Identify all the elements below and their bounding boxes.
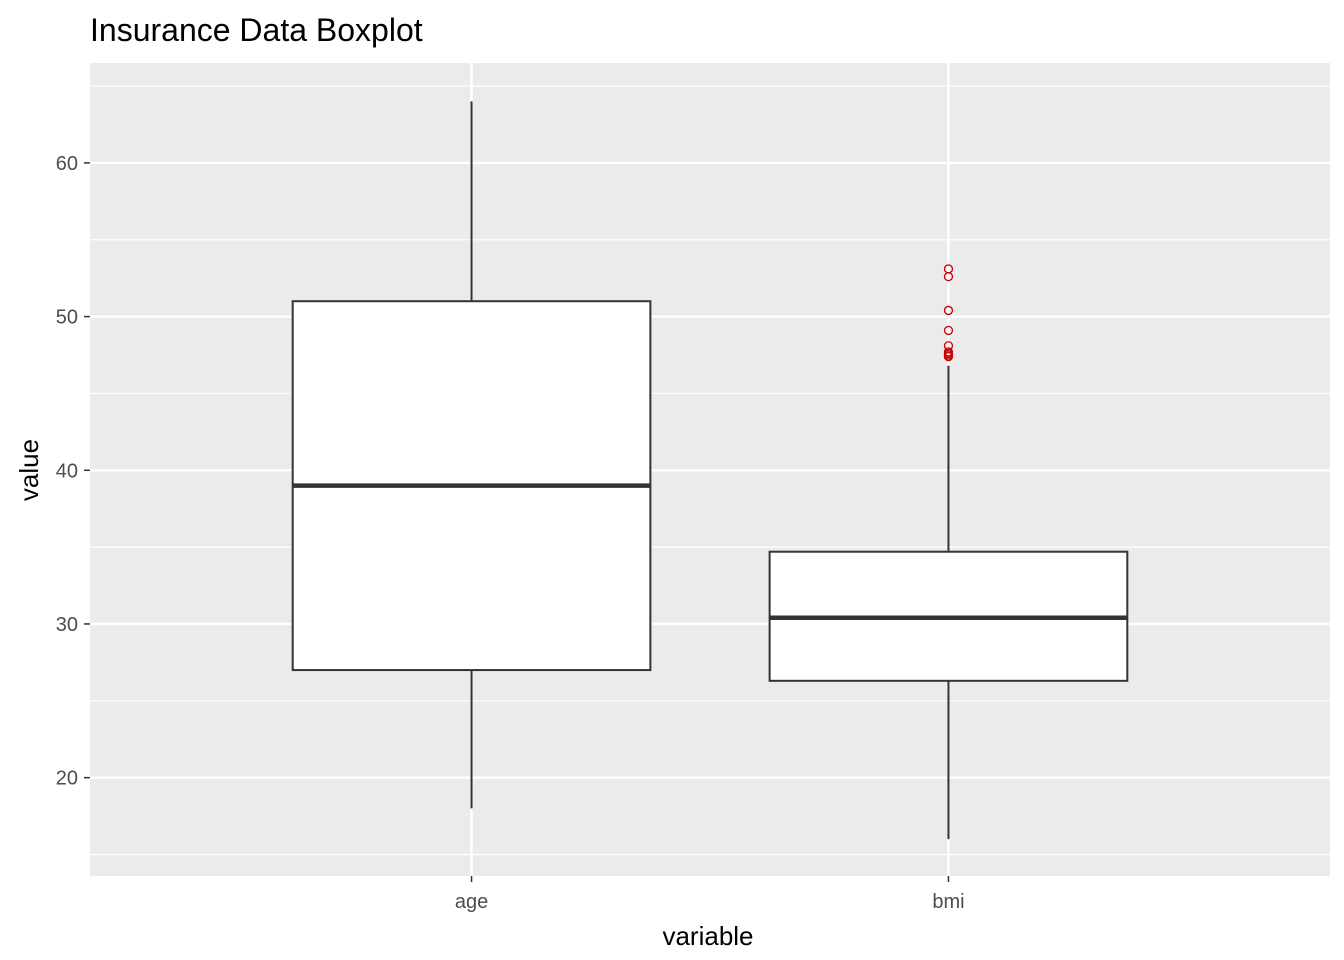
x-axis-ticks: age bmi <box>455 876 965 913</box>
boxes <box>291 101 1129 840</box>
y-tick-label: 50 <box>56 307 78 329</box>
y-tick-label: 20 <box>56 768 78 790</box>
y-tick-label: 40 <box>56 460 78 482</box>
outlier-point <box>943 341 954 351</box>
y-tick-label: 30 <box>56 614 78 636</box>
y-axis-title: value <box>14 439 44 501</box>
x-tick-label: age <box>455 891 488 913</box>
y-axis-ticks: 20 30 40 50 60 <box>56 153 90 790</box>
x-tick-label: bmi <box>932 891 964 913</box>
outlier-point <box>943 305 954 316</box>
box-bmi <box>768 264 1129 840</box>
outlier-point <box>943 325 954 336</box>
outlier-point <box>943 347 954 357</box>
outlier-point <box>943 264 954 274</box>
y-tick-label: 60 <box>56 153 78 175</box>
x-axis-title: variable <box>662 921 753 951</box>
chart-title: Insurance Data Boxplot <box>90 12 423 48</box>
box-age <box>291 101 652 809</box>
